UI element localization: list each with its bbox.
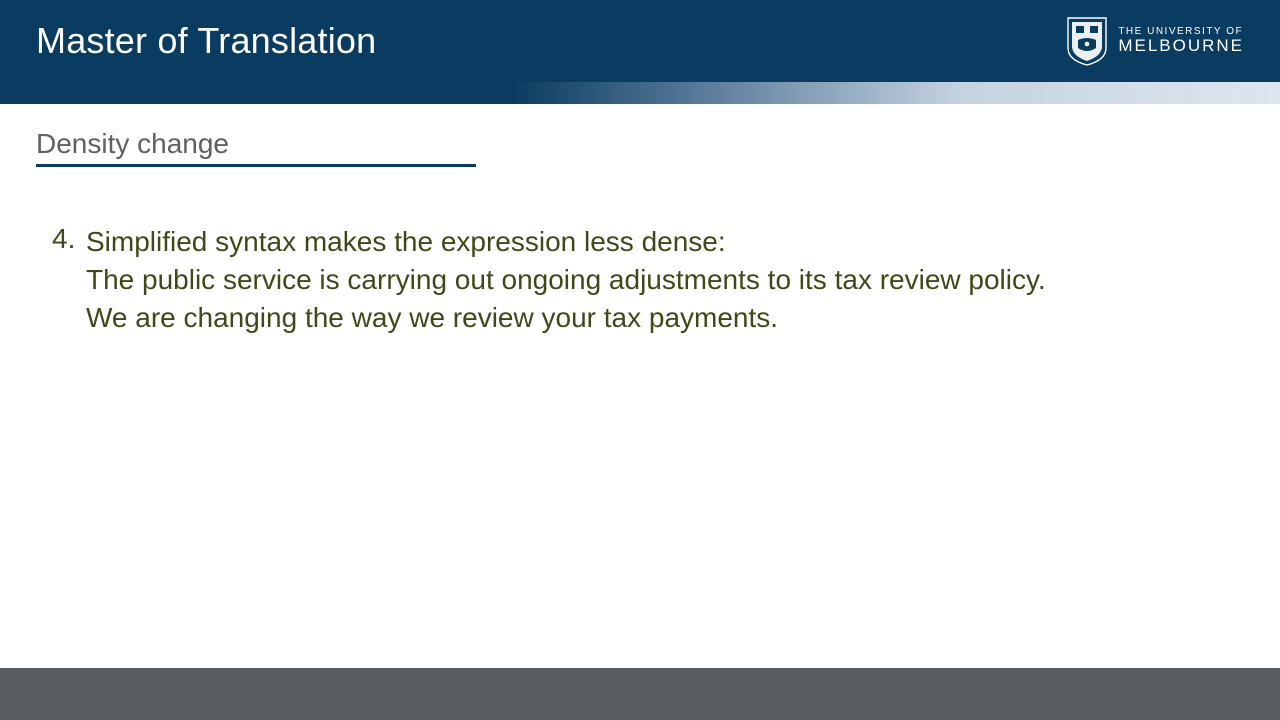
subtitle-section: Density change xyxy=(36,128,476,167)
list-item: 4. Simplified syntax makes the expressio… xyxy=(52,223,1228,336)
item-body: Simplified syntax makes the expression l… xyxy=(86,223,1228,336)
footer-bar xyxy=(0,668,1280,720)
content-area: 4. Simplified syntax makes the expressio… xyxy=(52,223,1228,336)
item-line: The public service is carrying out ongoi… xyxy=(86,261,1228,299)
logo-text-bottom: MELBOURNE xyxy=(1118,37,1244,56)
subtitle-text: Density change xyxy=(36,128,476,164)
secondary-gradient-bar xyxy=(0,82,1280,104)
shield-icon xyxy=(1066,16,1108,66)
logo-text: THE UNIVERSITY OF MELBOURNE xyxy=(1118,26,1244,56)
item-number: 4. xyxy=(52,223,86,255)
university-logo: THE UNIVERSITY OF MELBOURNE xyxy=(1066,16,1244,66)
page-title: Master of Translation xyxy=(36,20,376,62)
item-head: Simplified syntax makes the expression l… xyxy=(86,223,1228,261)
item-line: We are changing the way we review your t… xyxy=(86,299,1228,337)
header-bar: Master of Translation THE UNIVERSITY OF … xyxy=(0,0,1280,82)
subtitle-underline xyxy=(36,164,476,167)
